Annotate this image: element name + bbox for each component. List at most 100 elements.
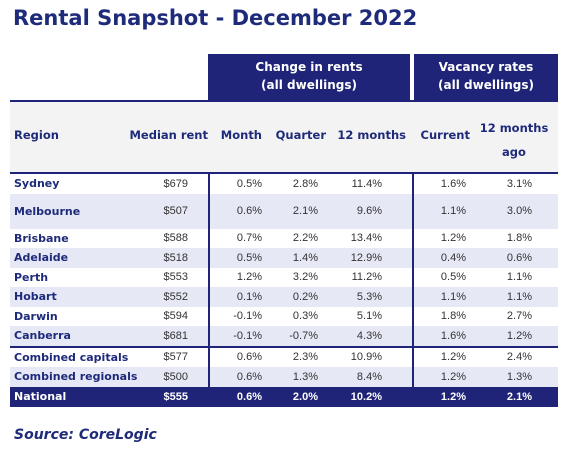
quarter-change-value: 3.2% [292, 271, 318, 284]
region-name: Sydney [14, 177, 60, 191]
quarter-change-value: 2.8% [292, 177, 318, 190]
table-row: Canberra $681 -0.1% -0.7% 4.3% 1.6% 1.2% [10, 326, 558, 346]
vacancy-year-ago-value: 2.7% [506, 310, 532, 323]
region-name: Hobart [14, 290, 57, 304]
vacancy-year-ago-value: 1.1% [506, 290, 532, 303]
page-title: Rental Snapshot - December 2022 [13, 6, 418, 30]
region-name: Darwin [14, 309, 58, 323]
vacancy-current-value: 0.4% [440, 251, 466, 264]
col-header-12-months: 12 months [337, 128, 406, 142]
annual-change-value: 5.3% [356, 290, 382, 303]
vacancy-year-ago-value: 1.1% [506, 271, 532, 284]
col-header-median-rent: Median rent [129, 128, 208, 142]
region-name: Melbourne [14, 204, 81, 218]
month-change-value: 0.6% [236, 390, 262, 403]
vacancy-current-value: 1.2% [440, 390, 466, 403]
annual-change-value: 8.4% [356, 370, 382, 383]
annual-change-value: 5.1% [356, 310, 382, 323]
vacancy-year-ago-value: 0.6% [506, 251, 532, 264]
table-row-national: National $555 0.6% 2.0% 10.2% 1.2% 2.1% [10, 386, 558, 407]
quarter-change-value: -0.7% [289, 329, 318, 342]
vacancy-year-ago-value: 1.8% [506, 232, 532, 245]
source-note: Source: CoreLogic [14, 427, 157, 443]
quarter-change-value: 2.0% [292, 390, 318, 403]
vacancy-current-value: 0.5% [440, 271, 466, 284]
annual-change-value: 4.3% [356, 329, 382, 342]
region-name: Combined capitals [14, 350, 129, 364]
annual-change-value: 10.2% [350, 390, 382, 403]
rental-table-body: Sydney $679 0.5% 2.8% 11.4% 1.6% 3.1% Me… [10, 172, 558, 407]
col-header-region: Region [14, 128, 59, 142]
col-header-quarter: Quarter [275, 128, 326, 142]
col-header-12-months-ago-line2: ago [502, 145, 526, 159]
column-header-row [10, 102, 558, 172]
median-rent-value: $553 [163, 271, 188, 284]
region-name: National [14, 390, 67, 403]
vacancy-year-ago-value: 3.0% [506, 205, 532, 217]
month-change-value: -0.1% [233, 310, 262, 323]
table-row: Perth $553 1.2% 3.2% 11.2% 0.5% 1.1% [10, 268, 558, 288]
region-name: Adelaide [14, 251, 69, 265]
median-rent-value: $681 [163, 329, 188, 342]
vacancy-year-ago-value: 1.3% [506, 370, 532, 383]
table-row: Darwin $594 -0.1% 0.3% 5.1% 1.8% 2.7% [10, 307, 558, 327]
median-rent-value: $588 [163, 232, 188, 245]
region-name: Perth [14, 270, 49, 284]
vacancy-year-ago-value: 3.1% [506, 177, 532, 190]
region-name: Combined regionals [14, 370, 138, 384]
quarter-change-value: 0.3% [292, 310, 318, 323]
median-rent-value: $518 [163, 251, 188, 264]
table-row: Combined capitals $577 0.6% 2.3% 10.9% 1… [10, 345, 558, 368]
month-change-value: 0.1% [236, 290, 262, 303]
region-name: Brisbane [14, 231, 69, 245]
col-header-current: Current [420, 128, 470, 142]
vacancy-current-value: 1.6% [440, 177, 466, 190]
annual-change-value: 9.6% [356, 205, 382, 217]
vacancy-header-line2: (all dwellings) [438, 78, 534, 92]
quarter-change-value: 0.2% [292, 290, 318, 303]
vacancy-current-value: 1.1% [440, 290, 466, 303]
table-row: Combined regionals $500 0.6% 1.3% 8.4% 1… [10, 367, 558, 387]
quarter-change-value: 2.2% [292, 232, 318, 245]
table-row: Melbourne $507 0.6% 2.1% 9.6% 1.1% 3.0% [10, 193, 558, 229]
quarter-change-value: 1.4% [292, 251, 318, 264]
change-in-rents-header: Change in rents (all dwellings) [208, 54, 410, 100]
column-divider [412, 172, 414, 406]
median-rent-value: $555 [163, 390, 188, 403]
region-name: Canberra [14, 329, 71, 343]
table-row: Hobart $552 0.1% 0.2% 5.3% 1.1% 1.1% [10, 287, 558, 307]
month-change-value: 0.6% [236, 351, 262, 364]
vacancy-current-value: 1.6% [440, 329, 466, 342]
vacancy-year-ago-value: 2.4% [506, 351, 532, 364]
month-change-value: 0.6% [236, 205, 262, 217]
median-rent-value: $507 [163, 205, 188, 217]
vacancy-year-ago-value: 2.1% [506, 390, 532, 403]
median-rent-value: $500 [163, 370, 188, 383]
vacancy-current-value: 1.2% [440, 351, 466, 364]
table-row: Sydney $679 0.5% 2.8% 11.4% 1.6% 3.1% [10, 172, 558, 194]
annual-change-value: 11.4% [351, 177, 382, 190]
annual-change-value: 10.9% [350, 351, 382, 364]
vacancy-rates-header: Vacancy rates (all dwellings) [414, 54, 558, 100]
vacancy-current-value: 1.1% [440, 205, 466, 217]
quarter-change-value: 1.3% [292, 370, 318, 383]
change-header-line1: Change in rents [255, 60, 363, 74]
month-change-value: 0.5% [236, 177, 262, 190]
median-rent-value: $679 [163, 177, 188, 190]
change-header-line2: (all dwellings) [261, 78, 357, 92]
quarter-change-value: 2.1% [292, 205, 318, 217]
vacancy-year-ago-value: 1.2% [506, 329, 532, 342]
table-row: Brisbane $588 0.7% 2.2% 13.4% 1.2% 1.8% [10, 229, 558, 249]
quarter-change-value: 2.3% [292, 351, 318, 364]
month-change-value: 0.7% [236, 232, 262, 245]
vacancy-header-line1: Vacancy rates [438, 60, 534, 74]
column-divider [208, 172, 210, 406]
col-header-12-months-ago: 12 months ago [478, 116, 550, 164]
annual-change-value: 12.9% [350, 251, 382, 264]
vacancy-current-value: 1.2% [440, 370, 466, 383]
median-rent-value: $577 [163, 351, 188, 364]
col-header-month: Month [220, 128, 262, 142]
col-header-12-months-ago-line1: 12 months [479, 121, 549, 135]
header-separator [10, 100, 558, 102]
month-change-value: 0.6% [236, 370, 262, 383]
